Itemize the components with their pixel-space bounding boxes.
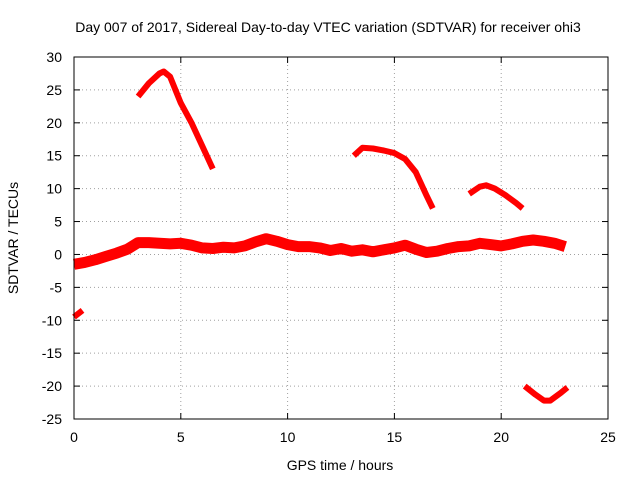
x-tick-label: 25 (600, 429, 616, 445)
chart-title: Day 007 of 2017, Sidereal Day-to-day VTE… (75, 19, 581, 35)
y-tick-label: -15 (42, 345, 62, 361)
y-tick-label: -5 (50, 279, 63, 295)
series-arc-2 (351, 144, 436, 210)
series-arc-1 (135, 68, 216, 171)
series-main-band (73, 233, 567, 270)
y-tick-label: 20 (46, 115, 62, 131)
y-tick-label: 5 (54, 214, 62, 230)
series-arc-4 (522, 383, 570, 404)
series-arc-3 (467, 182, 525, 211)
y-tick-label: -25 (42, 411, 62, 427)
x-tick-label: 15 (387, 429, 403, 445)
plot-frame (73, 56, 609, 420)
y-tick-label: 30 (46, 49, 62, 65)
y-axis-label: SDTVAR / TECUs (5, 182, 21, 294)
ticks: 0 5 10 15 20 25 30 25 20 15 10 5 0 -5 -10 -15 -20 -25 (42, 49, 616, 445)
y-tick-label: -10 (42, 312, 62, 328)
series-arc-5 (72, 308, 85, 320)
y-tick-label: -20 (42, 378, 62, 394)
series-layer (72, 68, 570, 404)
y-tick-label: 15 (46, 148, 62, 164)
y-tick-label: 10 (46, 181, 62, 197)
x-axis-label: GPS time / hours (287, 457, 394, 473)
y-tick-label: 0 (54, 246, 62, 262)
x-tick-label: 5 (177, 429, 185, 445)
x-tick-label: 0 (70, 429, 78, 445)
y-tick-label: 25 (46, 82, 62, 98)
x-tick-label: 10 (280, 429, 296, 445)
x-tick-label: 20 (493, 429, 509, 445)
grid (74, 57, 608, 419)
